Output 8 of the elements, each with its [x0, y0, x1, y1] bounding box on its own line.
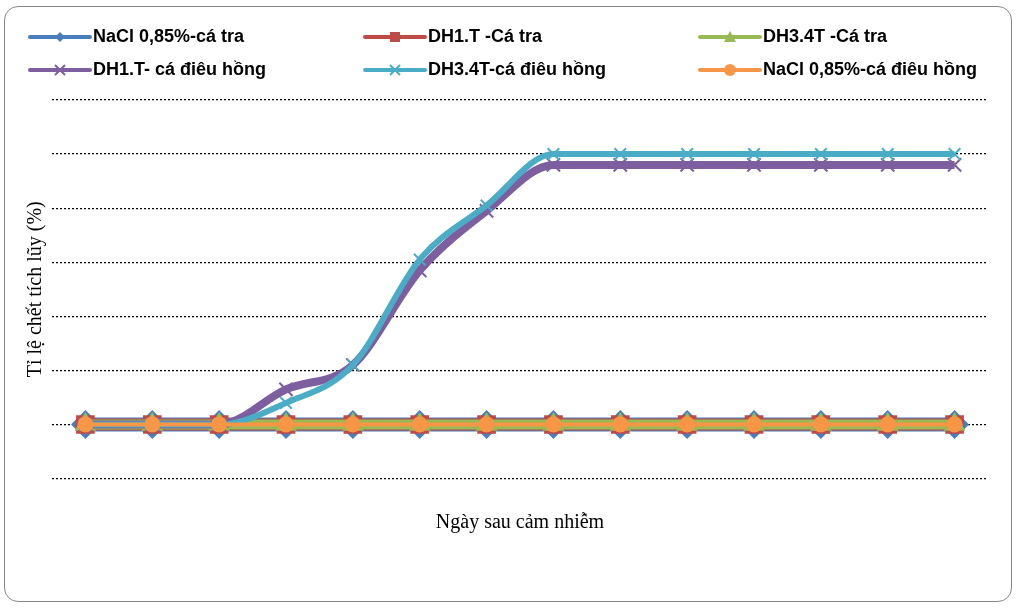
legend-label: DH1.T- cá điêu hồng	[93, 59, 267, 80]
y-axis-title: Tỉ lệ chết tích lũy (%)	[23, 201, 47, 378]
x-axis-title: Ngày sau cảm nhiễm	[435, 510, 605, 534]
legend-label: NaCl 0,85%-cá tra	[93, 26, 245, 47]
legend-label: DH3.4T -Cá tra	[763, 26, 888, 47]
legend-label: DH3.4T-cá điêu hồng	[428, 59, 607, 80]
legend-label: NaCl 0,85%-cá điêu hồng	[763, 59, 978, 80]
legend-label: DH1.T -Cá tra	[428, 26, 543, 47]
